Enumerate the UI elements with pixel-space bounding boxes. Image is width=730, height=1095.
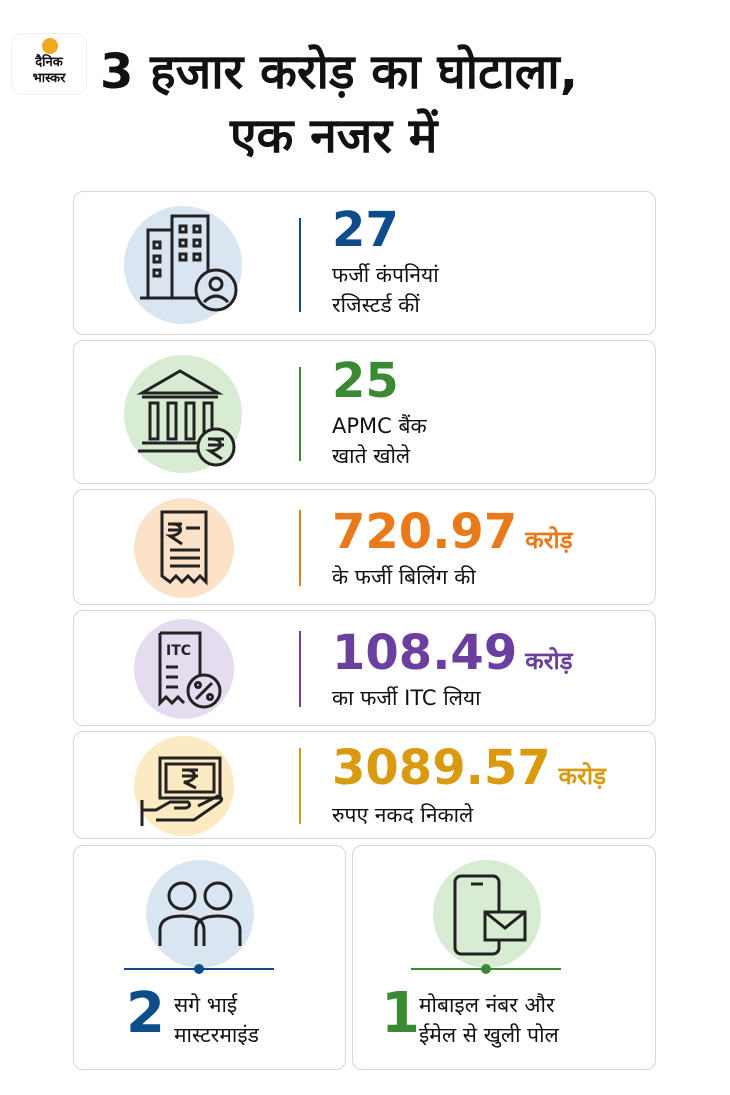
stat-value: 25	[332, 353, 399, 409]
title-line2: एक नजर में	[230, 108, 438, 164]
stat-desc-line1: मोबाइल नंबर और	[419, 993, 555, 1017]
stat-card-companies: 27 फर्जी कंपनियां रजिस्टर्ड कीं	[73, 191, 656, 335]
stat-value: 108.49 करोड़	[332, 627, 573, 687]
divider	[299, 510, 301, 586]
divider-dot	[194, 964, 204, 974]
stat-desc-line2: रजिस्टर्ड कीं	[332, 293, 420, 317]
sun-icon	[42, 38, 58, 54]
stat-card-fake-itc: ITC 108.49 करोड़ का फर्जी ITC लिया	[73, 610, 656, 726]
brand-logo: दैनिक भास्कर	[12, 34, 86, 94]
stat-desc-line1: रुपए नकद निकाले	[332, 803, 474, 827]
stat-card-brothers: 2 सगे भाई मास्टरमाइंड	[73, 845, 346, 1070]
stat-desc-line2: खाते खोले	[332, 444, 411, 468]
brand-line2: भास्कर	[32, 71, 66, 86]
page-title: 3 हजार करोड़ का घोटाला, एक नजर में	[100, 40, 720, 168]
mobile-mail-icon	[433, 860, 541, 968]
title-line1: 3 हजार करोड़ का घोटाला,	[100, 44, 578, 100]
stat-desc-line1: का फर्जी ITC लिया	[332, 686, 481, 710]
stat-value: 2	[126, 981, 165, 1046]
stat-desc-line1: सगे भाई	[174, 993, 238, 1017]
brand-line1: दैनिक	[35, 55, 63, 70]
stat-number: 720.97	[332, 504, 518, 560]
stat-number: 108.49	[332, 625, 518, 681]
rupee-bill-icon	[134, 498, 234, 598]
stat-desc-line1: फर्जी कंपनियां	[332, 263, 439, 287]
bank-rupee-icon	[124, 355, 242, 473]
stat-value: 3089.57 करोड़	[332, 742, 606, 802]
svg-text:ITC: ITC	[166, 643, 191, 659]
stat-card-bank-accounts: 25 APMC बैंक खाते खोले	[73, 340, 656, 484]
stat-card-cash-withdrawn: 3089.57 करोड़ रुपए नकद निकाले	[73, 731, 656, 839]
stat-unit: करोड़	[558, 762, 606, 790]
stat-unit: करोड़	[525, 647, 573, 675]
two-people-icon	[146, 860, 254, 968]
itc-receipt-icon: ITC	[134, 619, 234, 719]
divider	[299, 367, 301, 461]
cash-hand-icon	[134, 736, 234, 836]
stat-desc-line2: ईमेल से खुली पोल	[419, 1023, 559, 1047]
stat-card-mobile-email: 1 मोबाइल नंबर और ईमेल से खुली पोल	[352, 845, 656, 1070]
stat-value: 720.97 करोड़	[332, 506, 573, 566]
divider	[299, 748, 301, 824]
stat-desc-line2: मास्टरमाइंड	[174, 1023, 259, 1047]
stat-card-fake-billing: 720.97 करोड़ के फर्जी बिलिंग की	[73, 489, 656, 605]
stat-value: 1	[381, 981, 420, 1046]
stat-desc-line1: APMC बैंक	[332, 414, 427, 438]
stat-desc-line1: के फर्जी बिलिंग की	[332, 565, 476, 589]
divider	[299, 631, 301, 707]
stat-value: 27	[332, 202, 399, 258]
stat-number: 3089.57	[332, 740, 551, 796]
building-user-icon	[124, 206, 242, 324]
divider-dot	[481, 964, 491, 974]
stat-unit: करोड़	[525, 526, 573, 554]
divider	[299, 218, 301, 312]
